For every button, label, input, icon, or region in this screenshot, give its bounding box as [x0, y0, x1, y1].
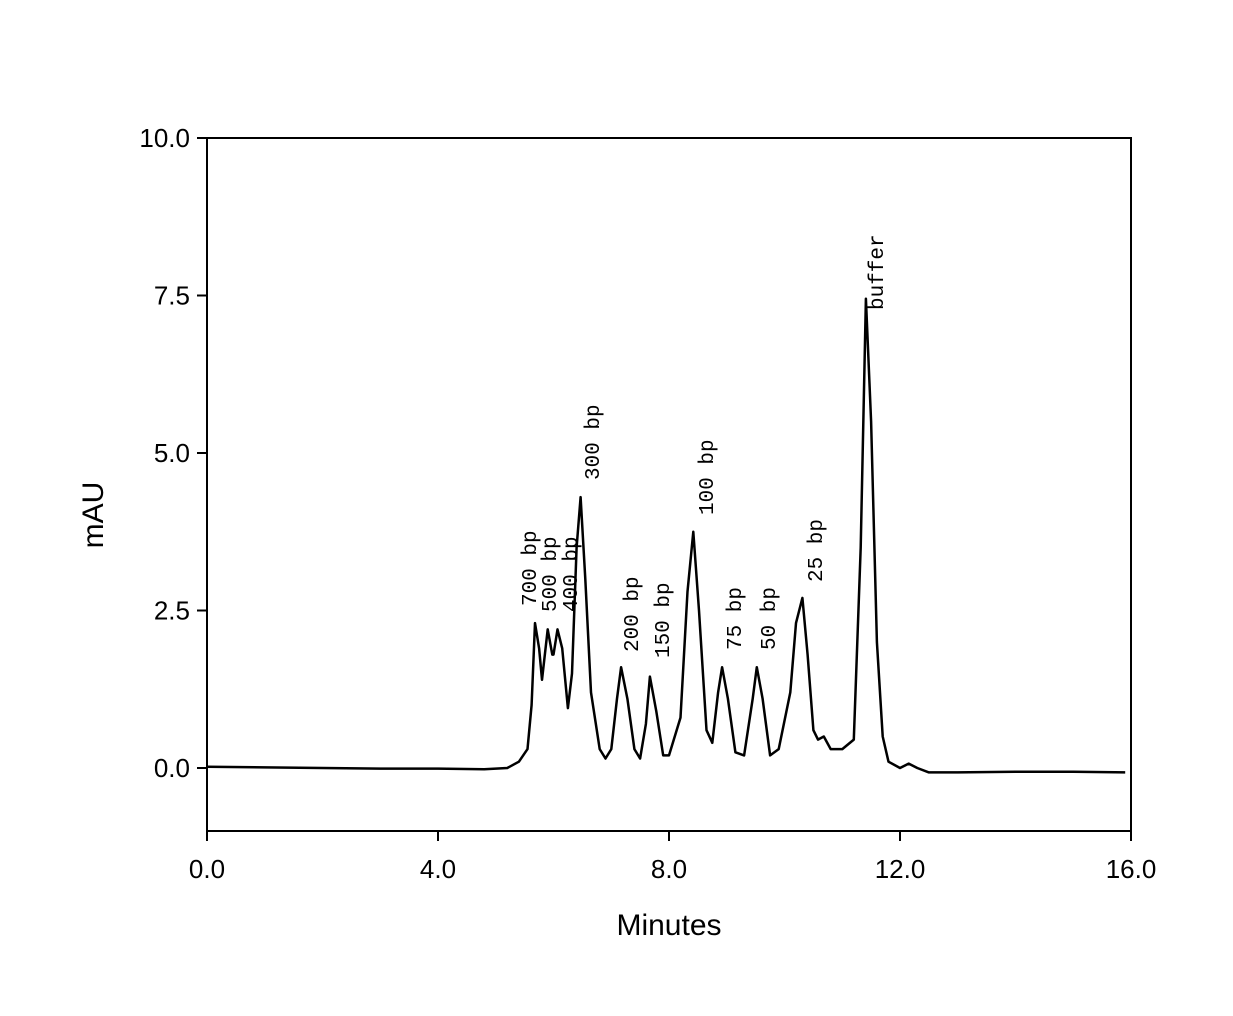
x-axis-title: Minutes: [616, 909, 721, 942]
peak-label: 50 bp: [759, 587, 782, 650]
y-tick-label: 10.0: [139, 123, 190, 153]
x-tick-label: 16.0: [1106, 854, 1157, 884]
peak-label: 25 bp: [806, 519, 829, 582]
x-tick-label: 12.0: [875, 854, 926, 884]
trace: [206, 297, 1126, 774]
y-tick-label: 2.5: [154, 596, 190, 626]
y-tick-label: 0.0: [154, 753, 190, 783]
peak-label: 500 bp: [540, 536, 563, 612]
x-tick-label: 8.0: [651, 854, 687, 884]
peak-label: 200 bp: [622, 576, 645, 652]
x-tick-label: 4.0: [420, 854, 456, 884]
peak-label: 700 bp: [520, 530, 543, 606]
peak-label: buffer: [867, 234, 890, 310]
y-axis-title: mAU: [77, 482, 110, 549]
peak-label: 75 bp: [725, 587, 748, 650]
peak-label: 150 bp: [653, 582, 676, 658]
x-tick-label: 0.0: [189, 854, 225, 884]
peak-label: 100 bp: [697, 439, 720, 515]
y-tick-label: 7.5: [154, 281, 190, 311]
plot-frame: [206, 137, 1132, 832]
peak-label: 300 bp: [583, 404, 606, 480]
y-tick-label: 5.0: [154, 438, 190, 468]
peak-label: 400 bp: [561, 536, 584, 612]
